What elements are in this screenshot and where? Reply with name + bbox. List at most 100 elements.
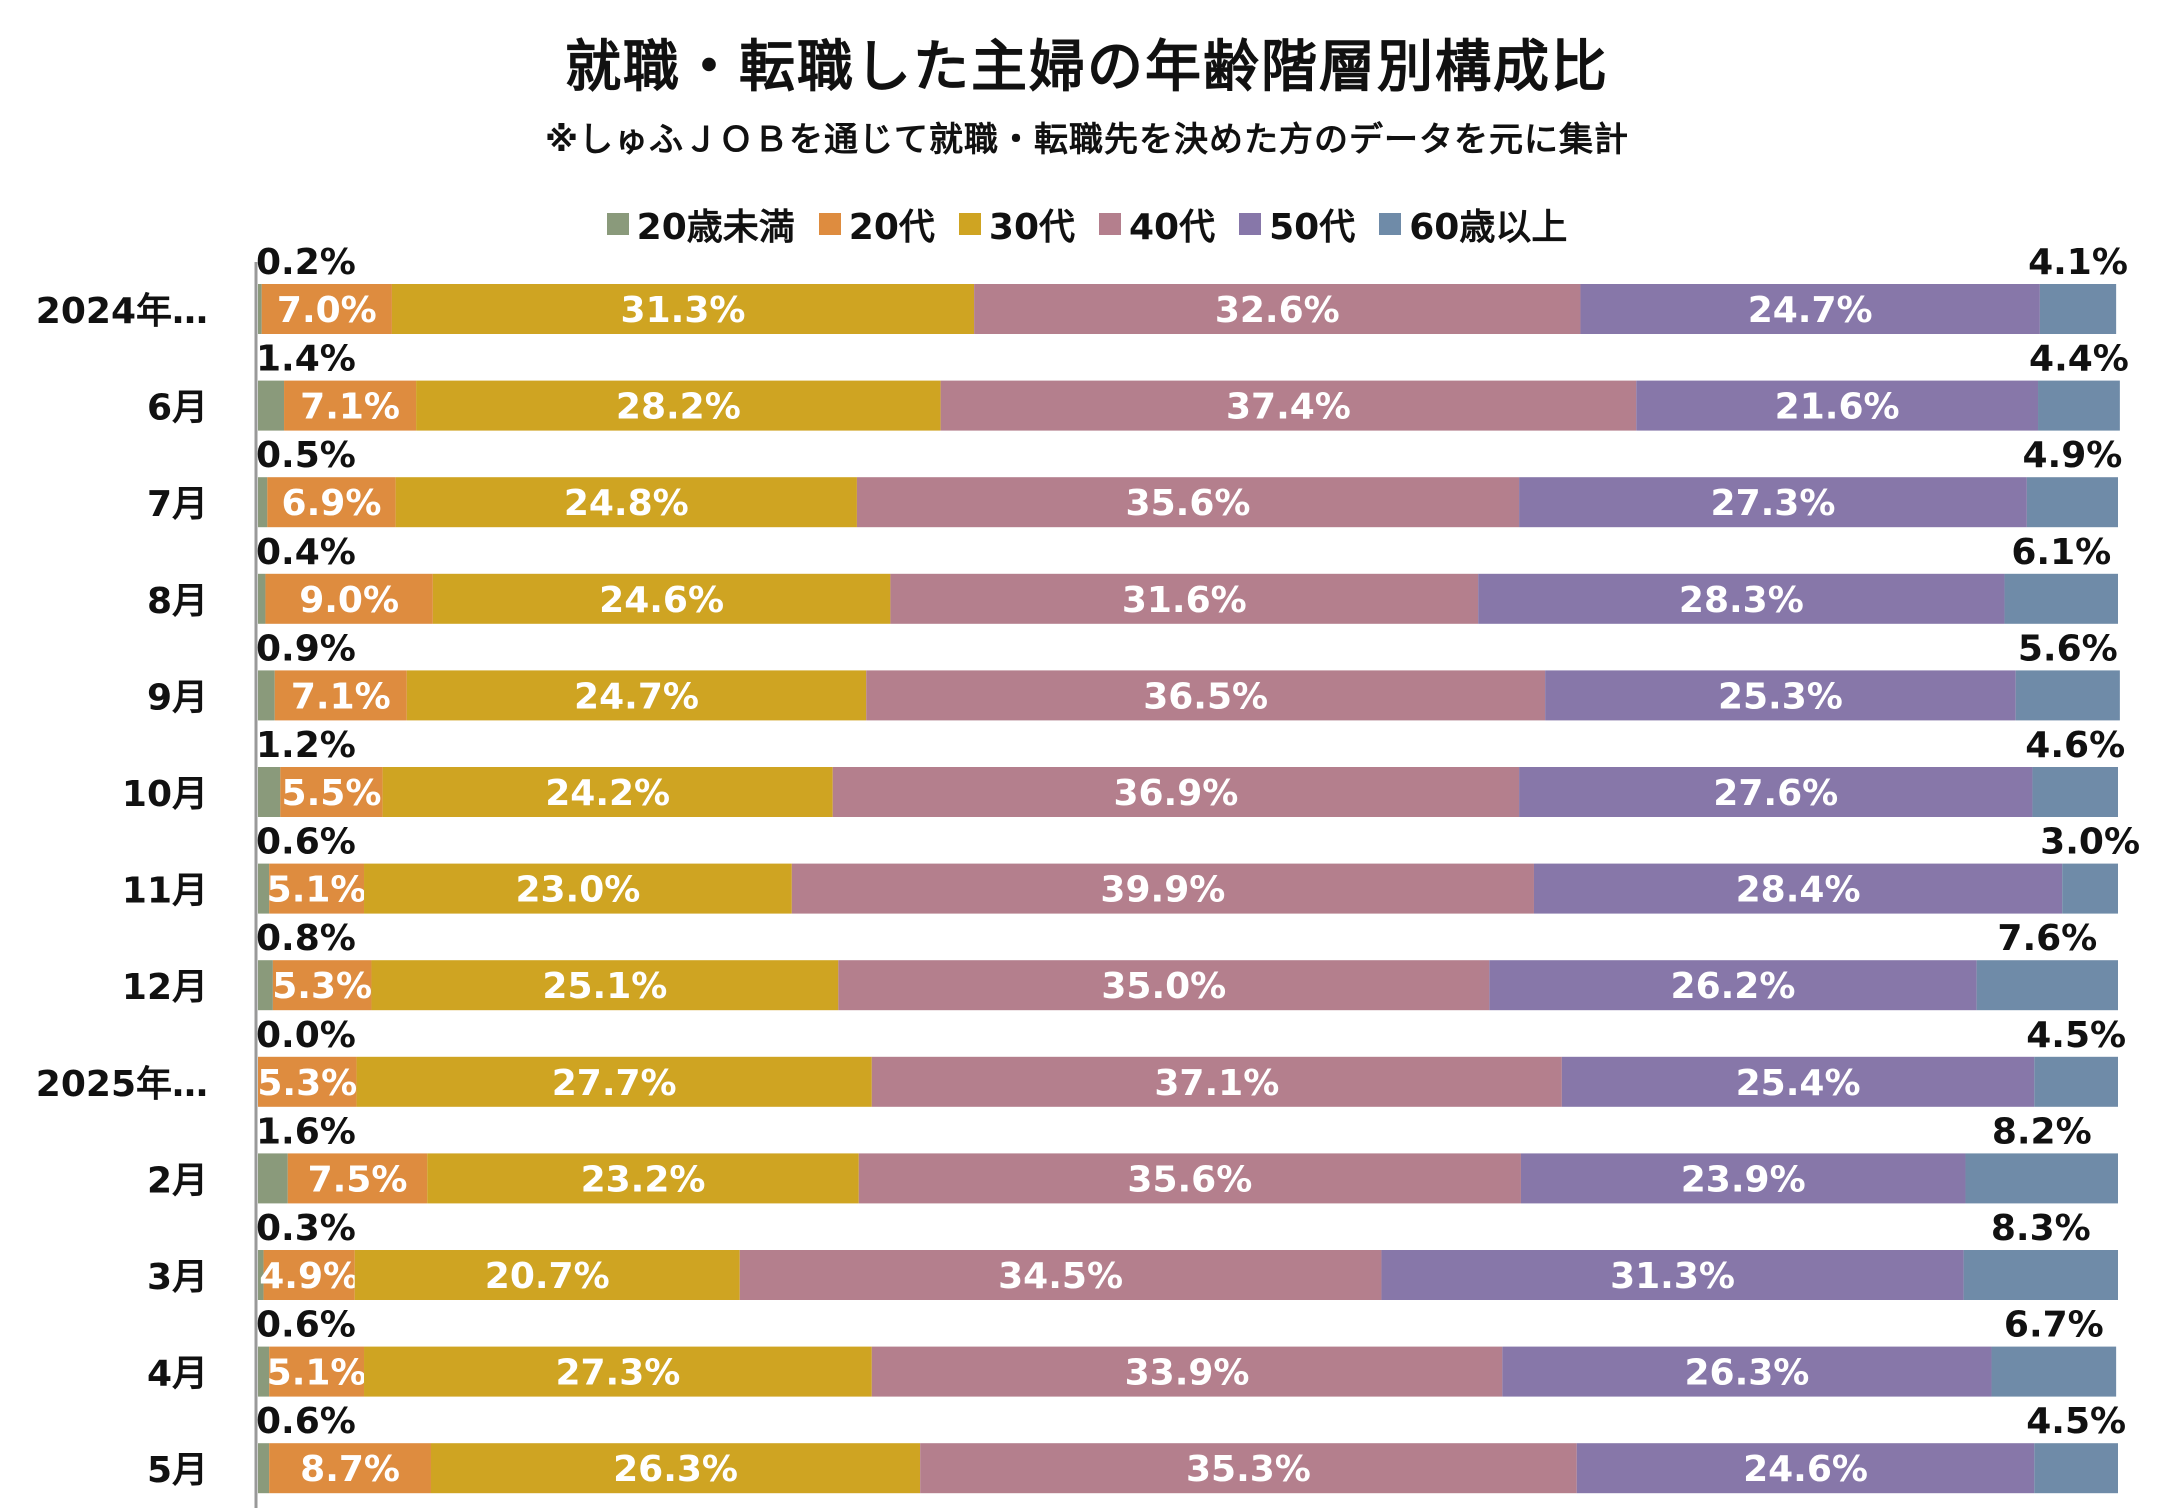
category-label: 2025年… <box>36 1064 208 1105</box>
legend-swatch-30s <box>958 213 981 235</box>
legend-label-under20: 20歳未満 <box>636 207 795 248</box>
bar-segment-60plus <box>2062 863 2118 914</box>
data-label-50s: 24.7% <box>1748 290 1873 331</box>
bar-segment-30s <box>430 1443 921 1494</box>
data-label-20s: 5.3% <box>272 966 372 1007</box>
data-label-30s: 20.7% <box>485 1256 610 1297</box>
data-label-30s: 24.7% <box>574 676 699 717</box>
data-label-under20: 0.3% <box>256 1208 356 1249</box>
data-label-under20: 0.8% <box>256 918 356 959</box>
data-label-50s: 27.6% <box>1713 773 1838 814</box>
bar-segment-under20 <box>258 380 285 431</box>
bar-segment-60plus <box>1976 960 2118 1011</box>
legend-item-50s: 50代 <box>1239 198 1355 250</box>
data-label-20s: 5.3% <box>257 1063 357 1104</box>
legend-item-60plus: 60歳以上 <box>1379 198 1567 250</box>
bar-segment-under20 <box>258 1443 270 1494</box>
bar-segment-60plus <box>2015 670 2120 721</box>
bar-segment-40s <box>866 670 1546 721</box>
bar-segment-30s <box>354 1250 740 1300</box>
legend-swatch-60plus <box>1379 213 1402 235</box>
bar-segment-20s <box>263 1250 355 1300</box>
bar-segment-50s <box>1545 670 2016 721</box>
bar-segment-under20 <box>258 284 262 334</box>
bar-segment-40s <box>832 767 1520 817</box>
bar-segment-30s <box>427 1153 859 1204</box>
data-label-under20: 1.2% <box>256 725 356 766</box>
data-label-60plus: 4.5% <box>2026 1015 2126 1056</box>
legend-label-20s: 20代 <box>848 207 935 248</box>
category-label: 2月 <box>147 1160 208 1201</box>
bar-segment-50s <box>1489 960 1977 1011</box>
data-label-40s: 35.6% <box>1127 1159 1252 1200</box>
legend-item-20s: 20代 <box>818 198 935 250</box>
data-label-60plus: 8.3% <box>1991 1208 2091 1249</box>
bar-segment-under20 <box>258 1346 270 1397</box>
bar-segment-40s <box>838 960 1490 1011</box>
data-label-40s: 33.9% <box>1125 1353 1250 1394</box>
bar-segment-under20 <box>258 863 270 914</box>
data-label-40s: 34.5% <box>998 1256 1123 1297</box>
bar-segment-20s <box>261 284 392 334</box>
data-label-under20: 1.4% <box>256 339 356 380</box>
bar-segment-30s <box>364 1346 872 1397</box>
bar-segment-60plus <box>1965 1153 2118 1204</box>
data-label-30s: 24.2% <box>545 773 670 814</box>
bar-segment-50s <box>1381 1250 1964 1300</box>
bar-segment-under20 <box>258 670 275 721</box>
bar-segment-30s <box>406 670 867 721</box>
data-label-60plus: 6.7% <box>2004 1305 2104 1346</box>
data-label-40s: 37.4% <box>1226 387 1351 428</box>
category-label: 4月 <box>147 1354 208 1395</box>
data-label-60plus: 6.1% <box>2011 532 2111 573</box>
chart-subtitle: ※しゅふＪＯＢを通じて就職・転職先を決めた方のデータを元に集計 <box>544 120 1630 160</box>
data-label-under20: 1.6% <box>256 1111 356 1152</box>
data-label-50s: 31.3% <box>1610 1256 1735 1297</box>
data-label-60plus: 4.5% <box>2026 1401 2126 1442</box>
data-label-under20: 0.0% <box>256 1015 356 1056</box>
legend-swatch-under20 <box>606 213 629 235</box>
bar-segment-50s <box>1502 1346 1992 1397</box>
data-label-20s: 9.0% <box>299 580 399 621</box>
data-label-20s: 5.1% <box>267 870 367 911</box>
data-label-40s: 35.6% <box>1126 483 1251 524</box>
data-label-60plus: 4.1% <box>2028 242 2128 283</box>
bar-segment-50s <box>1478 573 2005 624</box>
bar-segment-50s <box>1519 477 2027 528</box>
bar-segment-50s <box>1576 1443 2035 1494</box>
data-label-50s: 28.4% <box>1736 870 1861 911</box>
bar-segment-30s <box>432 573 891 624</box>
legend-label-60plus: 60歳以上 <box>1409 207 1568 248</box>
data-label-20s: 4.9% <box>259 1256 359 1297</box>
data-label-50s: 23.9% <box>1681 1159 1806 1200</box>
data-label-30s: 24.8% <box>564 483 689 524</box>
bar-segment-under20 <box>258 960 273 1011</box>
bar-segment-40s <box>974 284 1581 334</box>
data-label-60plus: 4.4% <box>2029 339 2129 380</box>
data-label-50s: 25.3% <box>1718 676 1843 717</box>
bar-segment-under20 <box>258 573 266 624</box>
data-label-50s: 27.3% <box>1711 483 1836 524</box>
data-label-40s: 36.9% <box>1113 773 1238 814</box>
data-label-under20: 0.5% <box>256 435 356 476</box>
category-label: 9月 <box>147 677 208 718</box>
legend: 20歳未満 20代 30代 40代 50代 60歳以上 <box>0 198 2174 250</box>
data-label-40s: 35.0% <box>1101 966 1226 1007</box>
legend-swatch-20s <box>818 213 841 235</box>
data-label-50s: 28.3% <box>1679 580 1804 621</box>
legend-swatch-50s <box>1239 213 1262 235</box>
bar-segment-40s <box>871 1056 1562 1107</box>
data-label-40s: 39.9% <box>1100 870 1225 911</box>
bar-segment-50s <box>1561 1056 2035 1107</box>
legend-label-40s: 40代 <box>1129 207 1216 248</box>
data-label-60plus: 8.2% <box>1992 1111 2092 1152</box>
data-label-30s: 23.0% <box>515 870 640 911</box>
bar-segment-40s <box>856 477 1520 528</box>
bar-segment-60plus <box>1963 1250 2118 1300</box>
legend-item-under20: 20歳未満 <box>606 198 795 250</box>
data-label-30s: 26.3% <box>613 1449 738 1490</box>
data-label-under20: 0.9% <box>256 628 356 669</box>
category-label: 2024年… <box>36 291 208 332</box>
bar-segment-20s <box>274 670 407 721</box>
data-label-under20: 0.6% <box>256 1401 356 1442</box>
